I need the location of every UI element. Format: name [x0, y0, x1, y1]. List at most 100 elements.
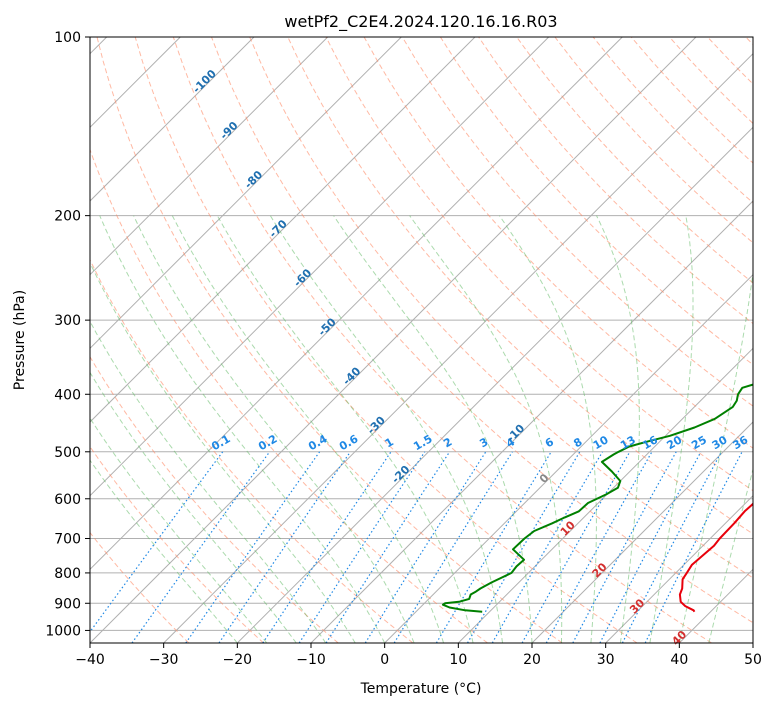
moist-adiabat	[708, 467, 753, 643]
mixing-ratio-label: 16	[640, 433, 660, 452]
dry-adiabat	[249, 37, 753, 579]
y-tick-label: 1000	[45, 623, 81, 639]
isotherm-label: -100	[190, 67, 219, 96]
profile-lines	[441, 383, 753, 613]
mixing-ratio-line	[644, 451, 743, 643]
mixing-ratio-line	[435, 451, 552, 643]
dewpoint-profile	[441, 383, 753, 613]
dry-adiabat	[134, 37, 638, 643]
x-axis-ticks: −40 −30 −20 −10 0 10 20 30 40 50	[75, 643, 762, 668]
isotherm-label: -90	[217, 119, 240, 142]
dry-adiabat	[363, 37, 753, 449]
x-tick-label: 30	[597, 652, 615, 668]
isotherm-label: -60	[291, 266, 314, 289]
mixing-ratio-label: 0.4	[306, 432, 330, 453]
mixing-ratio-label: 1	[383, 435, 396, 450]
x-axis-label: Temperature (°C)	[360, 681, 482, 697]
mixing-ratio-line	[131, 451, 271, 643]
moist-adiabat	[90, 261, 356, 643]
dry-adiabat	[211, 37, 753, 624]
isotherm-line	[90, 37, 550, 497]
dry-adiabat	[90, 148, 488, 643]
x-tick-label: −10	[296, 652, 326, 668]
y-axis-label: Pressure (hPa)	[12, 290, 28, 390]
mixing-ratio-label: 3	[477, 435, 490, 450]
isotherm-line	[163, 52, 753, 643]
dry-adiabat	[172, 37, 712, 643]
line-labels: 0.1 0.2 0.4 0.6 1 1.5 2 3 4 6 8 10 13 16 20 25 30 36-100-…	[190, 67, 750, 648]
x-tick-label: 0	[380, 652, 389, 668]
background-lines	[90, 37, 753, 643]
dry-adiabat	[90, 531, 190, 643]
y-tick-label: 600	[54, 492, 81, 508]
moist-adiabat	[678, 268, 753, 643]
mixing-ratio-label: 25	[689, 433, 709, 452]
moist-adiabat	[90, 417, 268, 643]
isotherm-line	[90, 37, 402, 350]
mixing-ratio-line	[364, 451, 487, 643]
mixing-ratio-line	[262, 451, 392, 643]
isotherm-label: -20	[389, 463, 412, 486]
mixing-ratio-line	[491, 451, 604, 643]
x-tick-label: −20	[223, 652, 253, 668]
y-tick-label: 100	[54, 30, 81, 46]
mixing-ratio-label: 36	[730, 433, 750, 452]
x-tick-label: 50	[744, 652, 762, 668]
mixing-ratio-label: 10	[591, 433, 611, 452]
y-tick-label: 300	[54, 313, 81, 329]
moist-adiabat	[133, 215, 415, 643]
isotherm-line	[457, 347, 753, 643]
isotherm-label: -40	[340, 364, 363, 387]
isotherm-line	[605, 494, 753, 643]
dry-adiabat	[592, 37, 753, 204]
moist-adiabat	[649, 215, 694, 643]
y-tick-label: 700	[54, 532, 81, 548]
dry-adiabat	[707, 37, 753, 85]
isotherm-line	[752, 642, 753, 643]
y-tick-label: 500	[54, 445, 81, 461]
mixing-ratio-label: 13	[618, 433, 638, 452]
x-tick-label: 40	[670, 652, 688, 668]
isotherm-line	[384, 273, 753, 643]
isotherm-line	[90, 37, 623, 571]
mixing-ratio-line	[621, 451, 722, 643]
isotherm-label: -50	[316, 315, 339, 338]
x-tick-label: −30	[149, 652, 179, 668]
isotherm-line	[90, 37, 255, 202]
mixing-ratio-label: 0.1	[209, 432, 232, 453]
isotherm-label: 10	[558, 518, 578, 538]
isotherm-line	[678, 568, 753, 643]
isotherm-label: -30	[365, 414, 388, 437]
moist-adiabat	[171, 215, 445, 643]
dry-adiabat	[401, 37, 753, 407]
dry-adiabat	[325, 37, 753, 492]
moist-adiabat	[99, 215, 386, 643]
dry-adiabat	[669, 37, 753, 125]
isotherm-line	[236, 126, 753, 643]
moist-adiabat	[498, 215, 597, 643]
y-tick-label: 800	[54, 566, 81, 582]
isotherm-line	[90, 37, 329, 276]
plot-frame	[89, 36, 754, 644]
dry-adiabat	[96, 37, 563, 643]
y-tick-label: 400	[54, 387, 81, 403]
moist-adiabat	[90, 371, 297, 643]
mixing-ratio-line	[185, 451, 321, 643]
chart-title: wetPf2_C2E4.2024.120.16.16.R03	[284, 12, 557, 32]
y-tick-label: 900	[54, 596, 81, 612]
temperature-profile	[678, 502, 753, 613]
y-tick-label: 200	[54, 209, 81, 225]
isotherm-label: 20	[590, 560, 610, 580]
isotherm-label: -80	[242, 168, 265, 191]
mixing-ratio-label: 8	[571, 435, 584, 450]
mixing-ratio-line	[218, 451, 351, 643]
x-tick-label: 20	[523, 652, 541, 668]
moist-adiabat	[90, 459, 238, 643]
mixing-ratio-label: 30	[710, 433, 730, 452]
y-axis-ticks: 100 200 300 400 500 600 700 800 900 1000	[45, 30, 90, 639]
x-tick-label: 10	[449, 652, 467, 668]
mixing-ratio-line	[90, 451, 224, 633]
x-tick-label: −40	[75, 652, 105, 668]
mixing-ratio-label: 6	[543, 435, 556, 450]
